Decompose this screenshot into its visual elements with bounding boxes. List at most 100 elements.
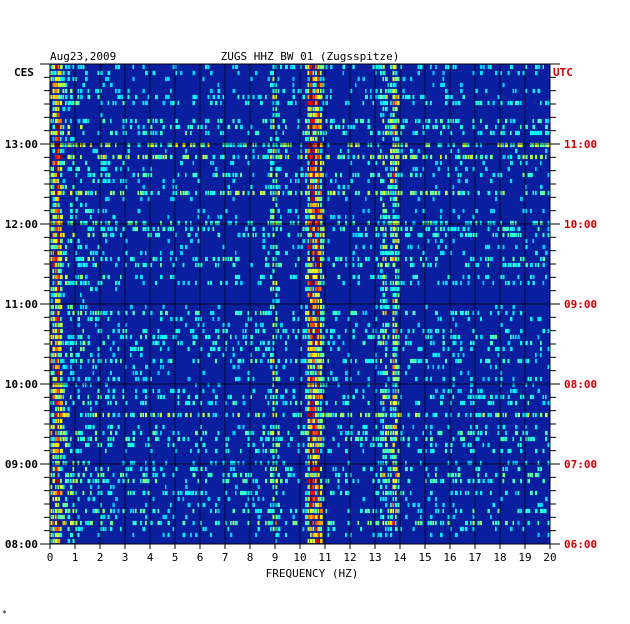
spectrogram-cell [100,220,103,226]
spectrogram-cell [70,214,73,220]
spectrogram-cell [527,520,530,526]
spectrogram-cell [427,328,430,334]
spectrogram-cell [307,496,310,502]
spectrogram-cell [205,190,207,196]
spectrogram-cell [237,256,240,262]
spectrogram-cell [162,178,165,184]
spectrogram-cell [340,148,342,154]
spectrogram-cell [472,508,475,514]
spectrogram-cell [322,436,325,442]
spectrogram-cell [397,340,401,346]
spectrogram-row [50,388,540,394]
spectrogram-cell [87,190,90,196]
spectrogram-cell [312,394,316,400]
spectrogram-cell [485,424,488,430]
spectrogram-cell [250,472,252,478]
spectrogram-cell [310,142,312,148]
spectrogram-cell [375,64,378,70]
spectrogram-cell [155,130,158,136]
spectrogram-cell [60,376,63,382]
spectrogram-cell [380,244,382,250]
spectrogram-cell [272,304,275,310]
spectrogram-cell [115,130,118,136]
spectrogram-cell [315,316,317,322]
spectrogram-cell [52,256,56,262]
spectrogram-cell [100,112,103,118]
spectrogram-cell [367,142,369,148]
spectrogram-cell [90,226,92,232]
spectrogram-cell [345,430,348,436]
spectrogram-cell [55,478,58,484]
spectrogram-cell [512,388,515,394]
spectrogram-cell [252,94,255,100]
spectrogram-cell [127,166,130,172]
spectrogram-cell [292,220,295,226]
spectrogram-cell [447,346,451,352]
spectrogram-cell [460,232,463,238]
spectrogram-cell [147,226,150,232]
spectrogram-cell [350,376,352,382]
spectrogram-cell [100,310,102,316]
spectrogram-cell [82,256,85,262]
spectrogram-cell [385,304,388,310]
spectrogram-cell [367,358,370,364]
spectrogram-cell [127,94,130,100]
spectrogram-cell [252,502,255,508]
spectrogram-cell [317,334,320,340]
spectrogram-cell [325,64,328,70]
spectrogram-cell [75,172,78,178]
spectrogram-cell [540,220,543,226]
spectrogram-cell [372,64,375,70]
spectrogram-cell [320,214,323,220]
spectrogram-cell [215,502,218,508]
spectrogram-cell [275,424,277,430]
spectrogram-row [50,490,538,496]
spectrogram-cell [122,118,125,124]
spectrogram-cell [192,70,196,76]
spectrogram-cell [115,358,118,364]
spectrogram-cell [75,274,77,280]
spectrogram-cell [157,190,160,196]
spectrogram-cell [315,238,318,244]
spectrogram-cell [310,172,313,178]
spectrogram-cell [527,472,530,478]
spectrogram-cell [320,64,323,70]
spectrogram-cell [322,310,326,316]
spectrogram-cell [240,490,243,496]
spectrogram-cell [107,400,110,406]
spectrogram-cell [317,88,319,94]
spectrogram-cell [145,388,147,394]
spectrogram-cell [235,124,238,130]
spectrogram-cell [342,394,346,400]
spectrogram-cell [395,190,397,196]
spectrogram-cell [205,154,208,160]
spectrogram-cell [317,118,320,124]
spectrogram-cell [272,454,275,460]
spectrogram-cell [147,172,150,178]
spectrogram-cell [107,388,110,394]
spectrogram-cell [247,376,250,382]
spectrogram-cell [60,430,63,436]
spectrogram-cell [50,184,53,190]
spectrogram-cell [305,154,308,160]
spectrogram-cell [382,454,385,460]
spectrogram-cell [370,142,373,148]
spectrogram-cell [122,478,126,484]
spectrogram-cell [60,160,63,166]
spectrogram-cell [55,154,58,160]
spectrogram-cell [362,244,365,250]
spectrogram-cell [55,406,57,412]
spectrogram-cell [517,130,520,136]
spectrogram-cell [310,526,312,532]
spectrogram-cell [282,460,285,466]
spectrogram-cell [370,466,373,472]
spectrogram-cell [260,436,263,442]
spectrogram-cell [315,340,318,346]
spectrogram-cell [310,262,313,268]
spectrogram-cell [375,412,377,418]
spectrogram-cell [237,118,241,124]
spectrogram-cell [107,172,111,178]
spectrogram-cell [515,412,517,418]
spectrogram-cell [265,346,268,352]
spectrogram-cell [382,310,385,316]
